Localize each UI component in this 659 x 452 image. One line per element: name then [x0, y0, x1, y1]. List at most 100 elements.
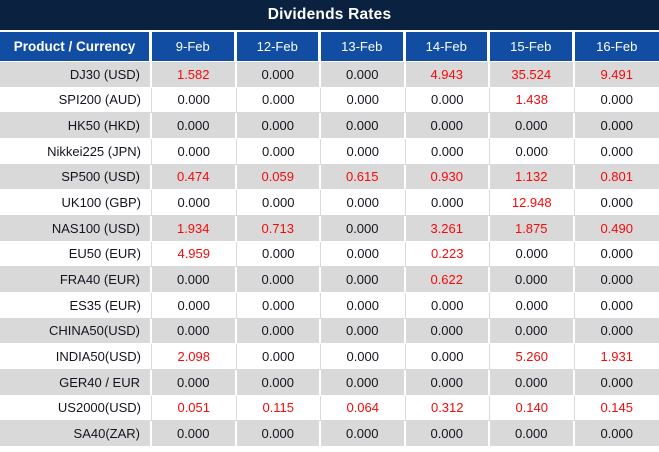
product-cell: Nikkei225 (JPN) [0, 138, 152, 165]
product-cell: DJ30 (USD) [0, 62, 152, 88]
dividend-value-cell: 0.000 [152, 292, 237, 319]
date-column-header: 14-Feb [405, 32, 490, 62]
product-cell: INDIA50(USD) [0, 344, 152, 370]
table-row: Nikkei225 (JPN) 0.000 0.000 0.000 0.000 0.000… [0, 138, 659, 165]
table-row: US2000(USD) 0.051 0.115 0.064 0.312 0.140 0.14… [0, 395, 659, 422]
dividend-value-cell: 0.000 [405, 292, 490, 319]
dividend-value-cell: 0.000 [574, 421, 659, 447]
dividend-value-cell: 1.875 [490, 215, 575, 242]
dividend-value-cell: 0.000 [574, 369, 659, 396]
dividend-value-cell: 1.931 [574, 344, 659, 370]
dividend-value-cell: 0.000 [574, 190, 659, 216]
dividend-value-cell: 1.934 [152, 215, 237, 242]
product-cell: US2000(USD) [0, 395, 152, 422]
dividend-value-cell: 0.000 [490, 369, 575, 396]
dividend-value-cell: 0.000 [152, 267, 237, 293]
table-row: DJ30 (USD) 1.582 0.000 0.000 4.943 35.524 9.49… [0, 62, 659, 88]
dividend-value-cell: 12.948 [490, 190, 575, 216]
product-cell: SA40(ZAR) [0, 421, 152, 447]
dividend-value-cell: 0.000 [321, 215, 406, 242]
dividend-value-cell: 0.000 [236, 190, 321, 216]
product-cell: CHINA50(USD) [0, 318, 152, 345]
dividend-value-cell: 0.000 [405, 138, 490, 165]
dividend-value-cell: 0.312 [405, 395, 490, 422]
dividend-value-cell: 0.000 [321, 318, 406, 345]
table-row: NAS100 (USD) 1.934 0.713 0.000 3.261 1.875 0.4… [0, 215, 659, 242]
product-cell: EU50 (EUR) [0, 241, 152, 268]
dividend-value-cell: 0.000 [405, 369, 490, 396]
dividend-value-cell: 0.000 [321, 241, 406, 268]
table-row: EU50 (EUR) 4.959 0.000 0.000 0.223 0.000 0.000 [0, 241, 659, 268]
dividend-value-cell: 0.000 [490, 138, 575, 165]
dividend-value-cell: 0.000 [152, 369, 237, 396]
dividend-value-cell: 5.260 [490, 344, 575, 370]
dividend-value-cell: 0.000 [321, 113, 406, 139]
product-cell: SPI200 (AUD) [0, 87, 152, 114]
dividend-value-cell: 0.000 [152, 138, 237, 165]
dividend-value-cell: 0.000 [152, 87, 237, 114]
dividend-value-cell: 0.801 [574, 164, 659, 191]
table-row: SA40(ZAR) 0.000 0.000 0.000 0.000 0.000 0.000 [0, 421, 659, 447]
table-row: HK50 (HKD) 0.000 0.000 0.000 0.000 0.000 0.000 [0, 113, 659, 139]
dividend-value-cell: 0.000 [152, 113, 237, 139]
dividend-value-cell: 0.000 [236, 87, 321, 114]
dividend-value-cell: 0.000 [490, 113, 575, 139]
dividend-value-cell: 1.582 [152, 62, 237, 88]
table-row: ES35 (EUR) 0.000 0.000 0.000 0.000 0.000 0.000 [0, 292, 659, 319]
dividend-value-cell: 0.000 [236, 369, 321, 396]
product-cell: ES35 (EUR) [0, 292, 152, 319]
dividend-value-cell: 0.000 [405, 190, 490, 216]
dividend-value-cell: 4.959 [152, 241, 237, 268]
dividend-value-cell: 0.000 [405, 344, 490, 370]
dividend-value-cell: 0.474 [152, 164, 237, 191]
date-column-header: 9-Feb [152, 32, 237, 62]
dividend-value-cell: 0.713 [236, 215, 321, 242]
dividend-value-cell: 0.000 [405, 113, 490, 139]
dividend-value-cell: 0.615 [321, 164, 406, 191]
date-column-header: 13-Feb [321, 32, 406, 62]
dividend-value-cell: 0.145 [574, 395, 659, 422]
dividend-value-cell: 9.491 [574, 62, 659, 88]
table-body: DJ30 (USD) 1.582 0.000 0.000 4.943 35.524 9.49… [0, 62, 659, 447]
page-title: Dividends Rates [267, 6, 392, 23]
dividend-value-cell: 0.000 [405, 87, 490, 114]
dividend-value-cell: 0.000 [321, 344, 406, 370]
dividend-value-cell: 0.000 [321, 369, 406, 396]
dividend-value-cell: 0.000 [321, 292, 406, 319]
dividend-value-cell: 0.000 [490, 318, 575, 345]
dividend-value-cell: 2.098 [152, 344, 237, 370]
product-cell: NAS100 (USD) [0, 215, 152, 242]
table-header-row: Product / Currency 9-Feb 12-Feb 13-Feb 1… [0, 32, 659, 62]
dividend-value-cell: 0.000 [574, 292, 659, 319]
dividend-value-cell: 0.000 [490, 241, 575, 268]
dividend-value-cell: 0.000 [236, 113, 321, 139]
product-cell: UK100 (GBP) [0, 190, 152, 216]
dividend-value-cell: 0.051 [152, 395, 237, 422]
dividend-value-cell: 0.000 [152, 190, 237, 216]
product-cell: FRA40 (EUR) [0, 267, 152, 293]
dividend-value-cell: 0.000 [236, 241, 321, 268]
table-row: SPI200 (AUD) 0.000 0.000 0.000 0.000 1.438 0.0… [0, 87, 659, 114]
dividend-value-cell: 0.115 [236, 395, 321, 422]
dividend-value-cell: 0.000 [321, 87, 406, 114]
dividend-value-cell: 0.000 [490, 421, 575, 447]
dividend-value-cell: 0.000 [236, 267, 321, 293]
dividend-value-cell: 0.000 [152, 421, 237, 447]
dividend-value-cell: 0.000 [321, 190, 406, 216]
product-cell: GER40 / EUR [0, 369, 152, 396]
dividend-value-cell: 0.000 [490, 267, 575, 293]
dividend-value-cell: 4.943 [405, 62, 490, 88]
date-column-header: 12-Feb [236, 32, 321, 62]
dividend-value-cell: 0.000 [574, 318, 659, 345]
product-currency-column-header: Product / Currency [0, 32, 152, 62]
dividend-value-cell: 0.000 [574, 241, 659, 268]
table-row: SP500 (USD) 0.474 0.059 0.615 0.930 1.132 0.80… [0, 164, 659, 191]
dividend-value-cell: 0.490 [574, 215, 659, 242]
dividend-value-cell: 0.000 [321, 62, 406, 88]
table-row: GER40 / EUR 0.000 0.000 0.000 0.000 0.000 0.00… [0, 369, 659, 396]
product-cell: HK50 (HKD) [0, 113, 152, 139]
dividend-value-cell: 0.000 [236, 62, 321, 88]
title-bar: Dividends Rates [0, 0, 659, 32]
table-row: CHINA50(USD) 0.000 0.000 0.000 0.000 0.000 0.0… [0, 318, 659, 345]
